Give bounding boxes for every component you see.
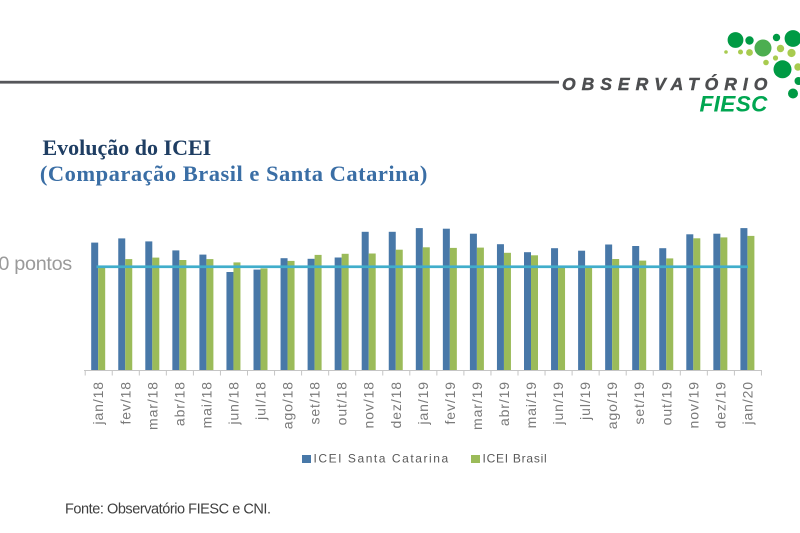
svg-text:jan/18: jan/18 <box>90 381 106 426</box>
svg-text:mai/19: mai/19 <box>523 381 539 428</box>
svg-text:jun/18: jun/18 <box>225 381 241 426</box>
svg-text:Evolução do ICEI: Evolução do ICEI <box>43 135 212 160</box>
svg-text:set/18: set/18 <box>307 381 323 425</box>
svg-text:jul/19: jul/19 <box>577 381 593 421</box>
svg-text:nov/18: nov/18 <box>361 381 377 428</box>
svg-text:dez/18: dez/18 <box>388 381 404 428</box>
svg-text:out/19: out/19 <box>658 381 674 425</box>
svg-text:(Comparação Brasil e Santa Cat: (Comparação Brasil e Santa Catarina) <box>40 161 428 186</box>
svg-text:ago/18: ago/18 <box>280 381 296 429</box>
svg-text:mar/18: mar/18 <box>144 381 160 430</box>
svg-text:ICEI Santa Catarina: ICEI Santa Catarina <box>314 452 450 466</box>
svg-text:nov/19: nov/19 <box>685 381 701 428</box>
svg-text:OBSERVATÓRIO: OBSERVATÓRIO <box>562 73 773 94</box>
svg-text:FIESC: FIESC <box>700 91 769 116</box>
svg-text:Fonte: Observatório FIESC e CN: Fonte: Observatório FIESC e CNI. <box>65 502 271 518</box>
svg-text:fev/18: fev/18 <box>117 381 133 425</box>
svg-text:abr/18: abr/18 <box>171 381 187 426</box>
svg-text:fev/19: fev/19 <box>442 381 458 425</box>
svg-text:jul/18: jul/18 <box>253 381 269 421</box>
svg-text:jan/20: jan/20 <box>739 381 755 426</box>
svg-text:ago/19: ago/19 <box>604 381 620 429</box>
svg-text:set/19: set/19 <box>631 381 647 425</box>
svg-text:mar/19: mar/19 <box>469 381 485 430</box>
svg-text:mai/18: mai/18 <box>198 381 214 428</box>
svg-text:out/18: out/18 <box>334 381 350 425</box>
svg-text:jan/19: jan/19 <box>415 381 431 426</box>
svg-text:50 pontos: 50 pontos <box>0 253 72 275</box>
svg-text:jun/19: jun/19 <box>550 381 566 426</box>
svg-text:abr/19: abr/19 <box>496 381 512 426</box>
svg-text:ICEI Brasil: ICEI Brasil <box>483 452 548 466</box>
svg-text:dez/19: dez/19 <box>712 381 728 428</box>
